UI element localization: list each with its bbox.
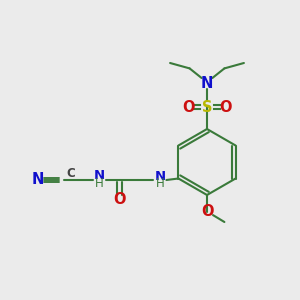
Text: N: N [201, 76, 213, 91]
Text: O: O [201, 204, 213, 219]
Text: H: H [155, 177, 164, 190]
Text: C: C [66, 167, 75, 180]
Text: N: N [32, 172, 44, 188]
Text: N: N [94, 169, 105, 182]
Text: O: O [113, 192, 126, 207]
Text: H: H [95, 177, 103, 190]
Text: O: O [182, 100, 195, 115]
Text: N: N [154, 169, 165, 183]
Text: S: S [202, 100, 212, 115]
Text: O: O [219, 100, 232, 115]
